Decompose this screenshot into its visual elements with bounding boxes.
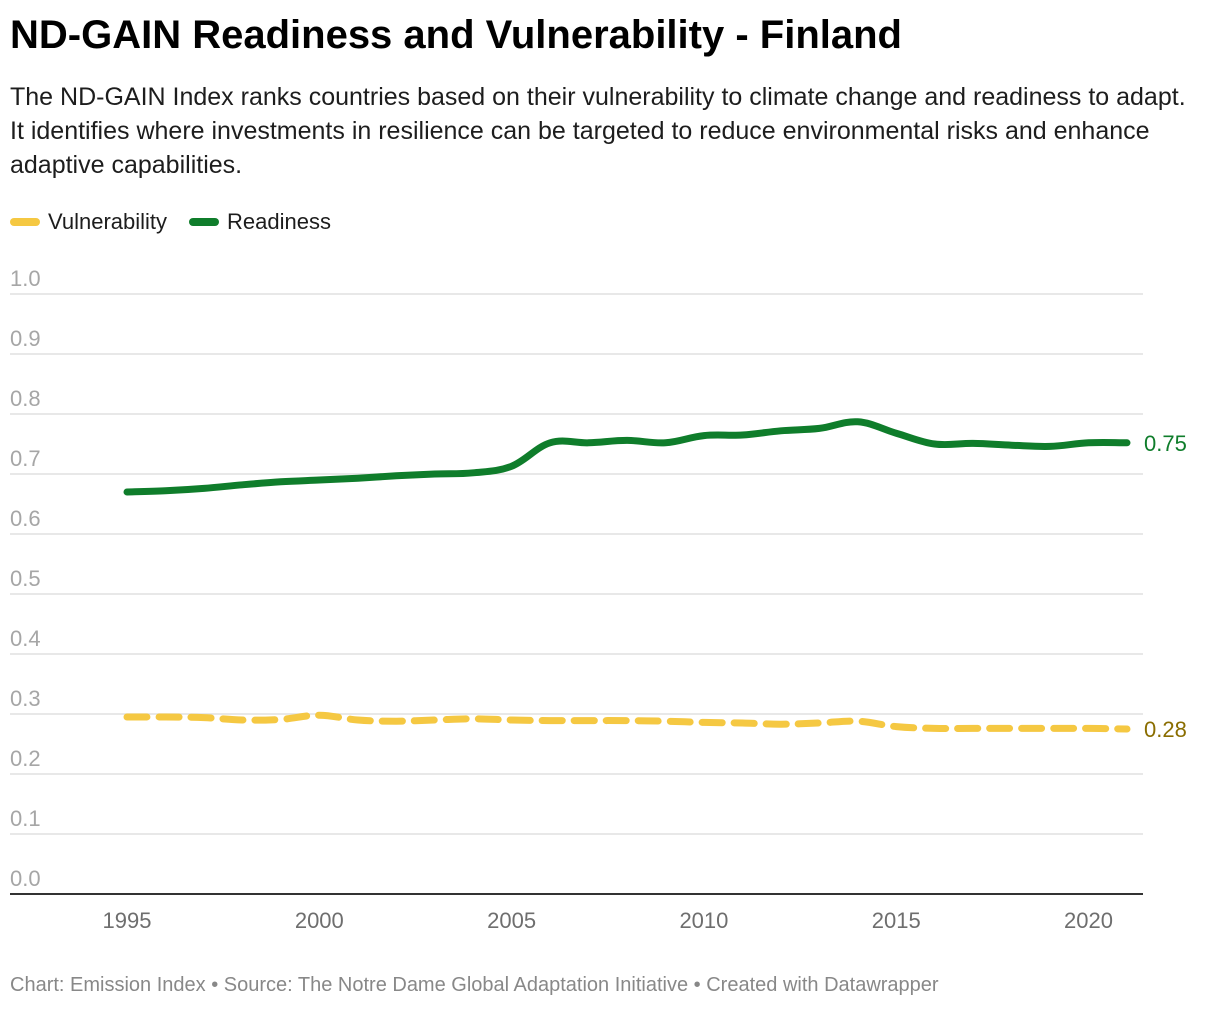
legend-label-readiness: Readiness [227,209,331,234]
x-tick-label: 2010 [679,908,728,933]
footer-created-with: Created with Datawrapper [706,974,939,996]
end-value-labels: 0.28 0.75 [1144,431,1187,742]
legend-item-readiness: Readiness [189,209,331,235]
y-axis-tick-labels: 0.0 0.1 0.2 0.3 0.4 0.5 0.6 0.7 0.8 0.9 1.0 [10,266,41,891]
y-tick-label: 1.0 [10,266,41,291]
y-tick-label: 0.0 [10,866,41,891]
y-tick-label: 0.3 [10,686,41,711]
series-lines [123,418,1131,733]
footer: Chart: Emission Index • Source: The Notr… [10,974,939,997]
end-label-vulnerability: 0.28 [1144,717,1187,742]
y-tick-label: 0.9 [10,326,41,351]
chart-title: ND-GAIN Readiness and Vulnerability - Fi… [10,13,902,57]
legend-swatch-readiness [189,218,220,226]
x-tick-label: 2000 [295,908,344,933]
y-tick-label: 0.4 [10,626,41,651]
x-tick-label: 2005 [487,908,536,933]
footer-separator: • [688,974,707,996]
gridlines [10,293,1143,835]
y-tick-label: 0.7 [10,446,41,471]
legend-item-vulnerability: Vulnerability [10,209,167,235]
legend-swatch-vulnerability [10,218,40,226]
footer-chart-credit: Chart: Emission Index [10,974,206,996]
y-tick-label: 0.6 [10,506,41,531]
y-tick-label: 0.1 [10,806,41,831]
footer-separator: • [205,974,224,996]
x-tick-label: 2015 [872,908,921,933]
y-tick-label: 0.8 [10,386,41,411]
y-tick-label: 0.5 [10,566,41,591]
line-chart: 0.0 0.1 0.2 0.3 0.4 0.5 0.6 0.7 0.8 0.9 1.0 1995 20… [10,266,1187,933]
chart-subtitle: The ND-GAIN Index ranks countries based … [10,83,1186,179]
series-line-readiness [123,418,1131,496]
x-tick-label: 2020 [1064,908,1113,933]
y-tick-label: 0.2 [10,746,41,771]
x-tick-label: 1995 [103,908,152,933]
series-line-vulnerability [123,711,1131,733]
end-label-readiness: 0.75 [1144,431,1187,456]
x-axis-tick-labels: 1995 2000 2005 2010 2015 2020 [103,908,1113,933]
legend-label-vulnerability: Vulnerability [48,209,168,234]
footer-source: Source: The Notre Dame Global Adaptation… [223,974,689,996]
legend: Vulnerability Readiness [10,206,353,238]
